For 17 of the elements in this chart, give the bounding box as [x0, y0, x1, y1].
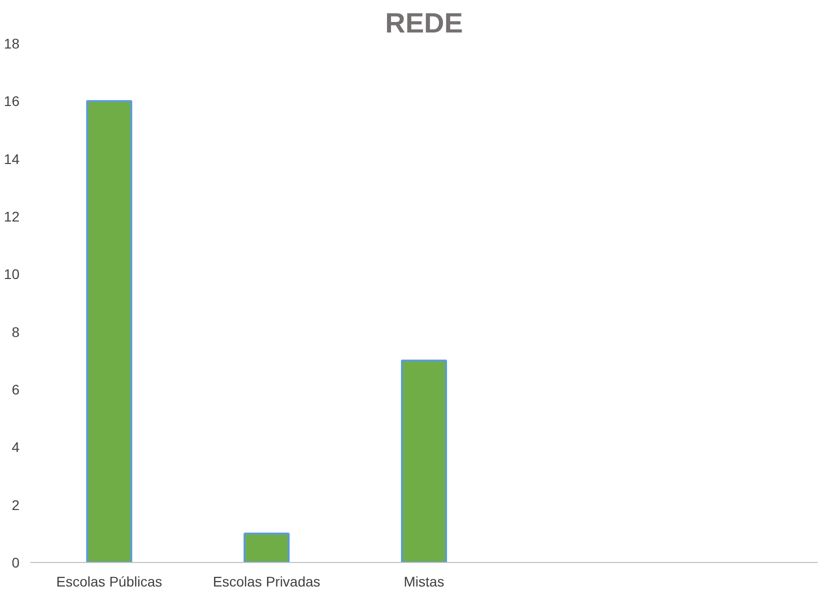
bar	[244, 532, 290, 562]
y-tick-label: 0	[12, 554, 20, 570]
bar	[400, 360, 448, 562]
x-tick-label: Mistas	[404, 574, 444, 590]
y-tick-label: 2	[12, 496, 20, 513]
bar	[86, 100, 132, 562]
y-tick-label: 14	[4, 150, 20, 167]
y-tick-label: 8	[12, 324, 20, 340]
y-tick-label: 4	[12, 439, 20, 456]
y-tick-label: 16	[4, 93, 20, 110]
y-tick-label: 6	[12, 382, 20, 398]
y-tick-label: 10	[4, 266, 20, 282]
x-tick-label: Escolas Públicas	[56, 574, 162, 590]
chart-title: REDE	[385, 8, 463, 38]
y-tick-label: 12	[4, 208, 20, 224]
x-tick-label: Escolas Privadas	[212, 574, 320, 590]
y-tick-label: 18	[4, 36, 20, 52]
